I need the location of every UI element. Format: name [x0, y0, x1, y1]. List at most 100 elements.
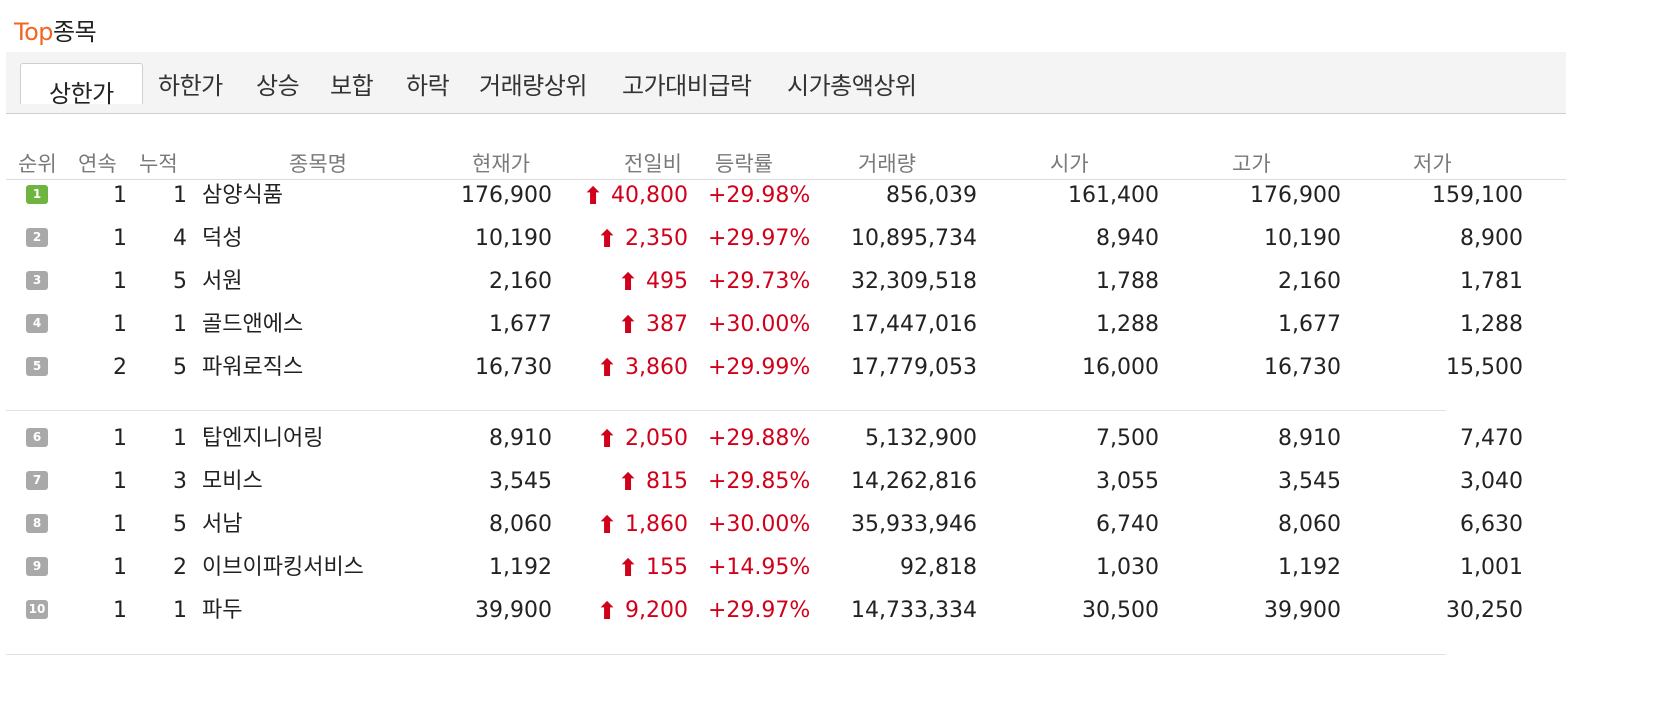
cell-name[interactable]: 탑엔지니어링: [202, 426, 324, 451]
cell-high: 1,677: [1278, 312, 1341, 337]
cell-cum: 4: [173, 226, 187, 251]
header-low: 저가: [1413, 152, 1452, 176]
header-volume: 거래량: [858, 152, 916, 176]
tab-top-volume[interactable]: 거래량상위: [479, 72, 587, 100]
cell-low: 1,781: [1460, 269, 1523, 294]
header-name: 종목명: [289, 152, 347, 176]
cell-name[interactable]: 골드앤에스: [202, 312, 304, 337]
cell-streak: 1: [113, 426, 127, 451]
cell-open: 1,030: [1096, 555, 1159, 580]
tab-upper-limit[interactable]: 상한가: [20, 63, 143, 108]
page-title: Top종목: [14, 12, 97, 47]
cell-price: 39,900: [475, 598, 552, 623]
table-row[interactable]: 3 1 5 서원 2,160 495 +29.73% 32,309,518 1,788 2,160…: [0, 262, 1674, 302]
cell-low: 7,470: [1460, 426, 1523, 451]
cell-high: 10,190: [1264, 226, 1341, 251]
tab-fall[interactable]: 하락: [406, 72, 450, 100]
cell-volume: 10,895,734: [851, 226, 977, 251]
cell-high: 2,160: [1278, 269, 1341, 294]
rank-badge: 7: [26, 471, 48, 490]
cell-low: 6,630: [1460, 512, 1523, 537]
cell-name[interactable]: 파두: [202, 598, 243, 623]
cell-volume: 856,039: [886, 183, 977, 208]
cell-volume: 35,933,946: [851, 512, 977, 537]
cell-change: 9,200: [625, 598, 688, 623]
title-rest: 종목: [53, 18, 97, 46]
cell-name[interactable]: 서남: [202, 512, 243, 537]
cell-low: 159,100: [1432, 183, 1523, 208]
cell-price: 16,730: [475, 355, 552, 380]
cell-cum: 5: [173, 269, 187, 294]
cell-open: 7,500: [1096, 426, 1159, 451]
cell-change: 40,800: [611, 183, 688, 208]
cell-change: 3,860: [625, 355, 688, 380]
cell-price: 10,190: [475, 226, 552, 251]
tab-top-market-cap[interactable]: 시가총액상위: [787, 72, 917, 100]
cell-high: 176,900: [1250, 183, 1341, 208]
table-row[interactable]: 6 1 1 탑엔지니어링 8,910 2,050 +29.88% 5,132,900 7,500…: [0, 419, 1674, 459]
cell-rate: +29.97%: [708, 226, 811, 251]
header-streak: 연속: [78, 152, 117, 176]
cell-cum: 5: [173, 355, 187, 380]
title-accent: Top: [14, 18, 54, 46]
up-arrow-icon: ⬆: [618, 554, 639, 582]
cell-streak: 1: [113, 598, 127, 623]
table-row[interactable]: 7 1 3 모비스 3,545 815 +29.85% 14,262,816 3,055 3,54…: [0, 462, 1674, 502]
cell-streak: 1: [113, 469, 127, 494]
table-row[interactable]: 5 2 5 파워로직스 16,730 3,860 +29.99% 17,779,053 16,0…: [0, 348, 1674, 388]
up-arrow-icon: ⬆: [597, 511, 618, 539]
cell-open: 16,000: [1082, 355, 1159, 380]
cell-rate: +29.88%: [708, 426, 811, 451]
header-rank: 순위: [18, 152, 57, 176]
cell-cum: 2: [173, 555, 187, 580]
cell-high: 1,192: [1278, 555, 1341, 580]
cell-name[interactable]: 덕성: [202, 226, 243, 251]
table-row[interactable]: 10 1 1 파두 39,900 9,200 +29.97% 14,733,334 30,500…: [0, 591, 1674, 631]
table-row[interactable]: 9 1 2 이브이파킹서비스 1,192 155 +14.95% 92,818 1,030 1,1…: [0, 548, 1674, 588]
cell-high: 3,545: [1278, 469, 1341, 494]
cell-low: 3,040: [1460, 469, 1523, 494]
up-arrow-icon: ⬆: [597, 425, 618, 453]
cell-open: 6,740: [1096, 512, 1159, 537]
cell-cum: 1: [173, 598, 187, 623]
cell-rate: +29.85%: [708, 469, 811, 494]
table-row[interactable]: 4 1 1 골드앤에스 1,677 387 +30.00% 17,447,016 1,288 1,…: [0, 305, 1674, 345]
cell-price: 1,677: [489, 312, 552, 337]
cell-name[interactable]: 이브이파킹서비스: [202, 555, 364, 580]
cell-name[interactable]: 서원: [202, 269, 243, 294]
up-arrow-icon: ⬆: [597, 597, 618, 625]
cell-change: 2,350: [625, 226, 688, 251]
cell-name[interactable]: 파워로직스: [202, 355, 304, 380]
tab-drop-from-high[interactable]: 고가대비급락: [622, 72, 752, 100]
cell-rate: +29.97%: [708, 598, 811, 623]
cell-high: 8,060: [1278, 512, 1341, 537]
rank-badge: 8: [26, 514, 48, 533]
cell-high: 8,910: [1278, 426, 1341, 451]
table-row[interactable]: 8 1 5 서남 8,060 1,860 +30.00% 35,933,946 6,740 8,0…: [0, 505, 1674, 545]
table-row[interactable]: 1 1 1 삼양식품 176,900 40,800 +29.98% 856,039 161,40…: [0, 176, 1674, 216]
tab-rise[interactable]: 상승: [256, 72, 300, 100]
header-high: 고가: [1232, 152, 1271, 176]
cell-volume: 17,779,053: [851, 355, 977, 380]
cell-volume: 14,262,816: [851, 469, 977, 494]
cell-cum: 1: [173, 426, 187, 451]
cell-name[interactable]: 모비스: [202, 469, 263, 494]
rank-badge: 10: [26, 600, 48, 619]
header-rate: 등락률: [715, 152, 773, 176]
cell-open: 3,055: [1096, 469, 1159, 494]
cell-volume: 92,818: [900, 555, 977, 580]
rank-badge: 4: [26, 314, 48, 333]
tab-flat[interactable]: 보합: [330, 72, 374, 100]
cell-change: 2,050: [625, 426, 688, 451]
cell-low: 15,500: [1446, 355, 1523, 380]
rank-badge: 2: [26, 228, 48, 247]
cell-low: 30,250: [1446, 598, 1523, 623]
tab-bar: 상한가 하한가 상승 보합 하락 거래량상위 고가대비급락 시가총액상위: [6, 52, 1566, 114]
cell-volume: 17,447,016: [851, 312, 977, 337]
table-row[interactable]: 2 1 4 덕성 10,190 2,350 +29.97% 10,895,734 8,940 10…: [0, 219, 1674, 259]
cell-name[interactable]: 삼양식품: [202, 183, 283, 208]
header-change: 전일비: [624, 152, 682, 176]
header-open: 시가: [1050, 152, 1089, 176]
tab-lower-limit[interactable]: 하한가: [158, 72, 223, 100]
cell-open: 30,500: [1082, 598, 1159, 623]
